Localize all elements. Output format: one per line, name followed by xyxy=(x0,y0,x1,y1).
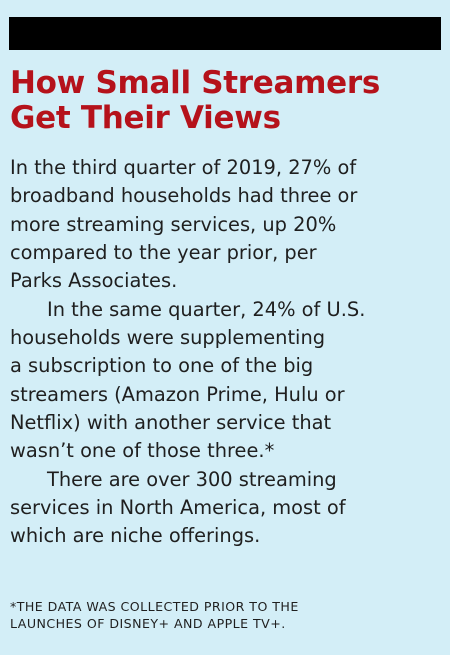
headline-line: Get Their Views xyxy=(10,100,281,136)
headline: How Small Streamers Get Their Views xyxy=(10,66,442,136)
text-line: compared to the year prior, per xyxy=(10,241,317,265)
header-bar xyxy=(9,17,441,50)
footnote-line: LAUNCHES OF DISNEY+ AND APPLE TV+. xyxy=(10,616,286,631)
text-line: which are niche offerings. xyxy=(10,524,261,548)
body-text: In the third quarter of 2019, 27% of bro… xyxy=(10,154,442,551)
paragraph-1: In the third quarter of 2019, 27% of bro… xyxy=(10,154,442,296)
text-line: Parks Associates. xyxy=(10,269,178,293)
text-line: more streaming services, up 20% xyxy=(10,212,337,236)
text-line: services in North America, most of xyxy=(10,496,346,520)
text-line: In the third quarter of 2019, 27% of xyxy=(10,156,357,179)
headline-line: How Small Streamers xyxy=(10,65,381,101)
text-line: households were supplementing xyxy=(10,326,326,350)
text-line: wasn’t one of those three.* xyxy=(10,439,275,463)
footnote: *THE DATA WAS COLLECTED PRIOR TO THE LAU… xyxy=(10,598,442,632)
text-line: streamers (Amazon Prime, Hulu or xyxy=(10,382,345,406)
paragraph-3: There are over 300 streaming services in… xyxy=(10,466,442,551)
footnote-line: *THE DATA WAS COLLECTED PRIOR TO THE xyxy=(10,599,299,614)
paragraph-2: In the same quarter, 24% of U.S. househo… xyxy=(10,296,442,466)
text-line: broadband households had three or xyxy=(10,184,358,208)
text-line: In the same quarter, 24% of U.S. xyxy=(47,297,366,321)
text-line: There are over 300 streaming xyxy=(47,467,337,491)
text-line: Netflix) with another service that xyxy=(10,411,332,435)
text-line: a subscription to one of the big xyxy=(10,354,314,378)
